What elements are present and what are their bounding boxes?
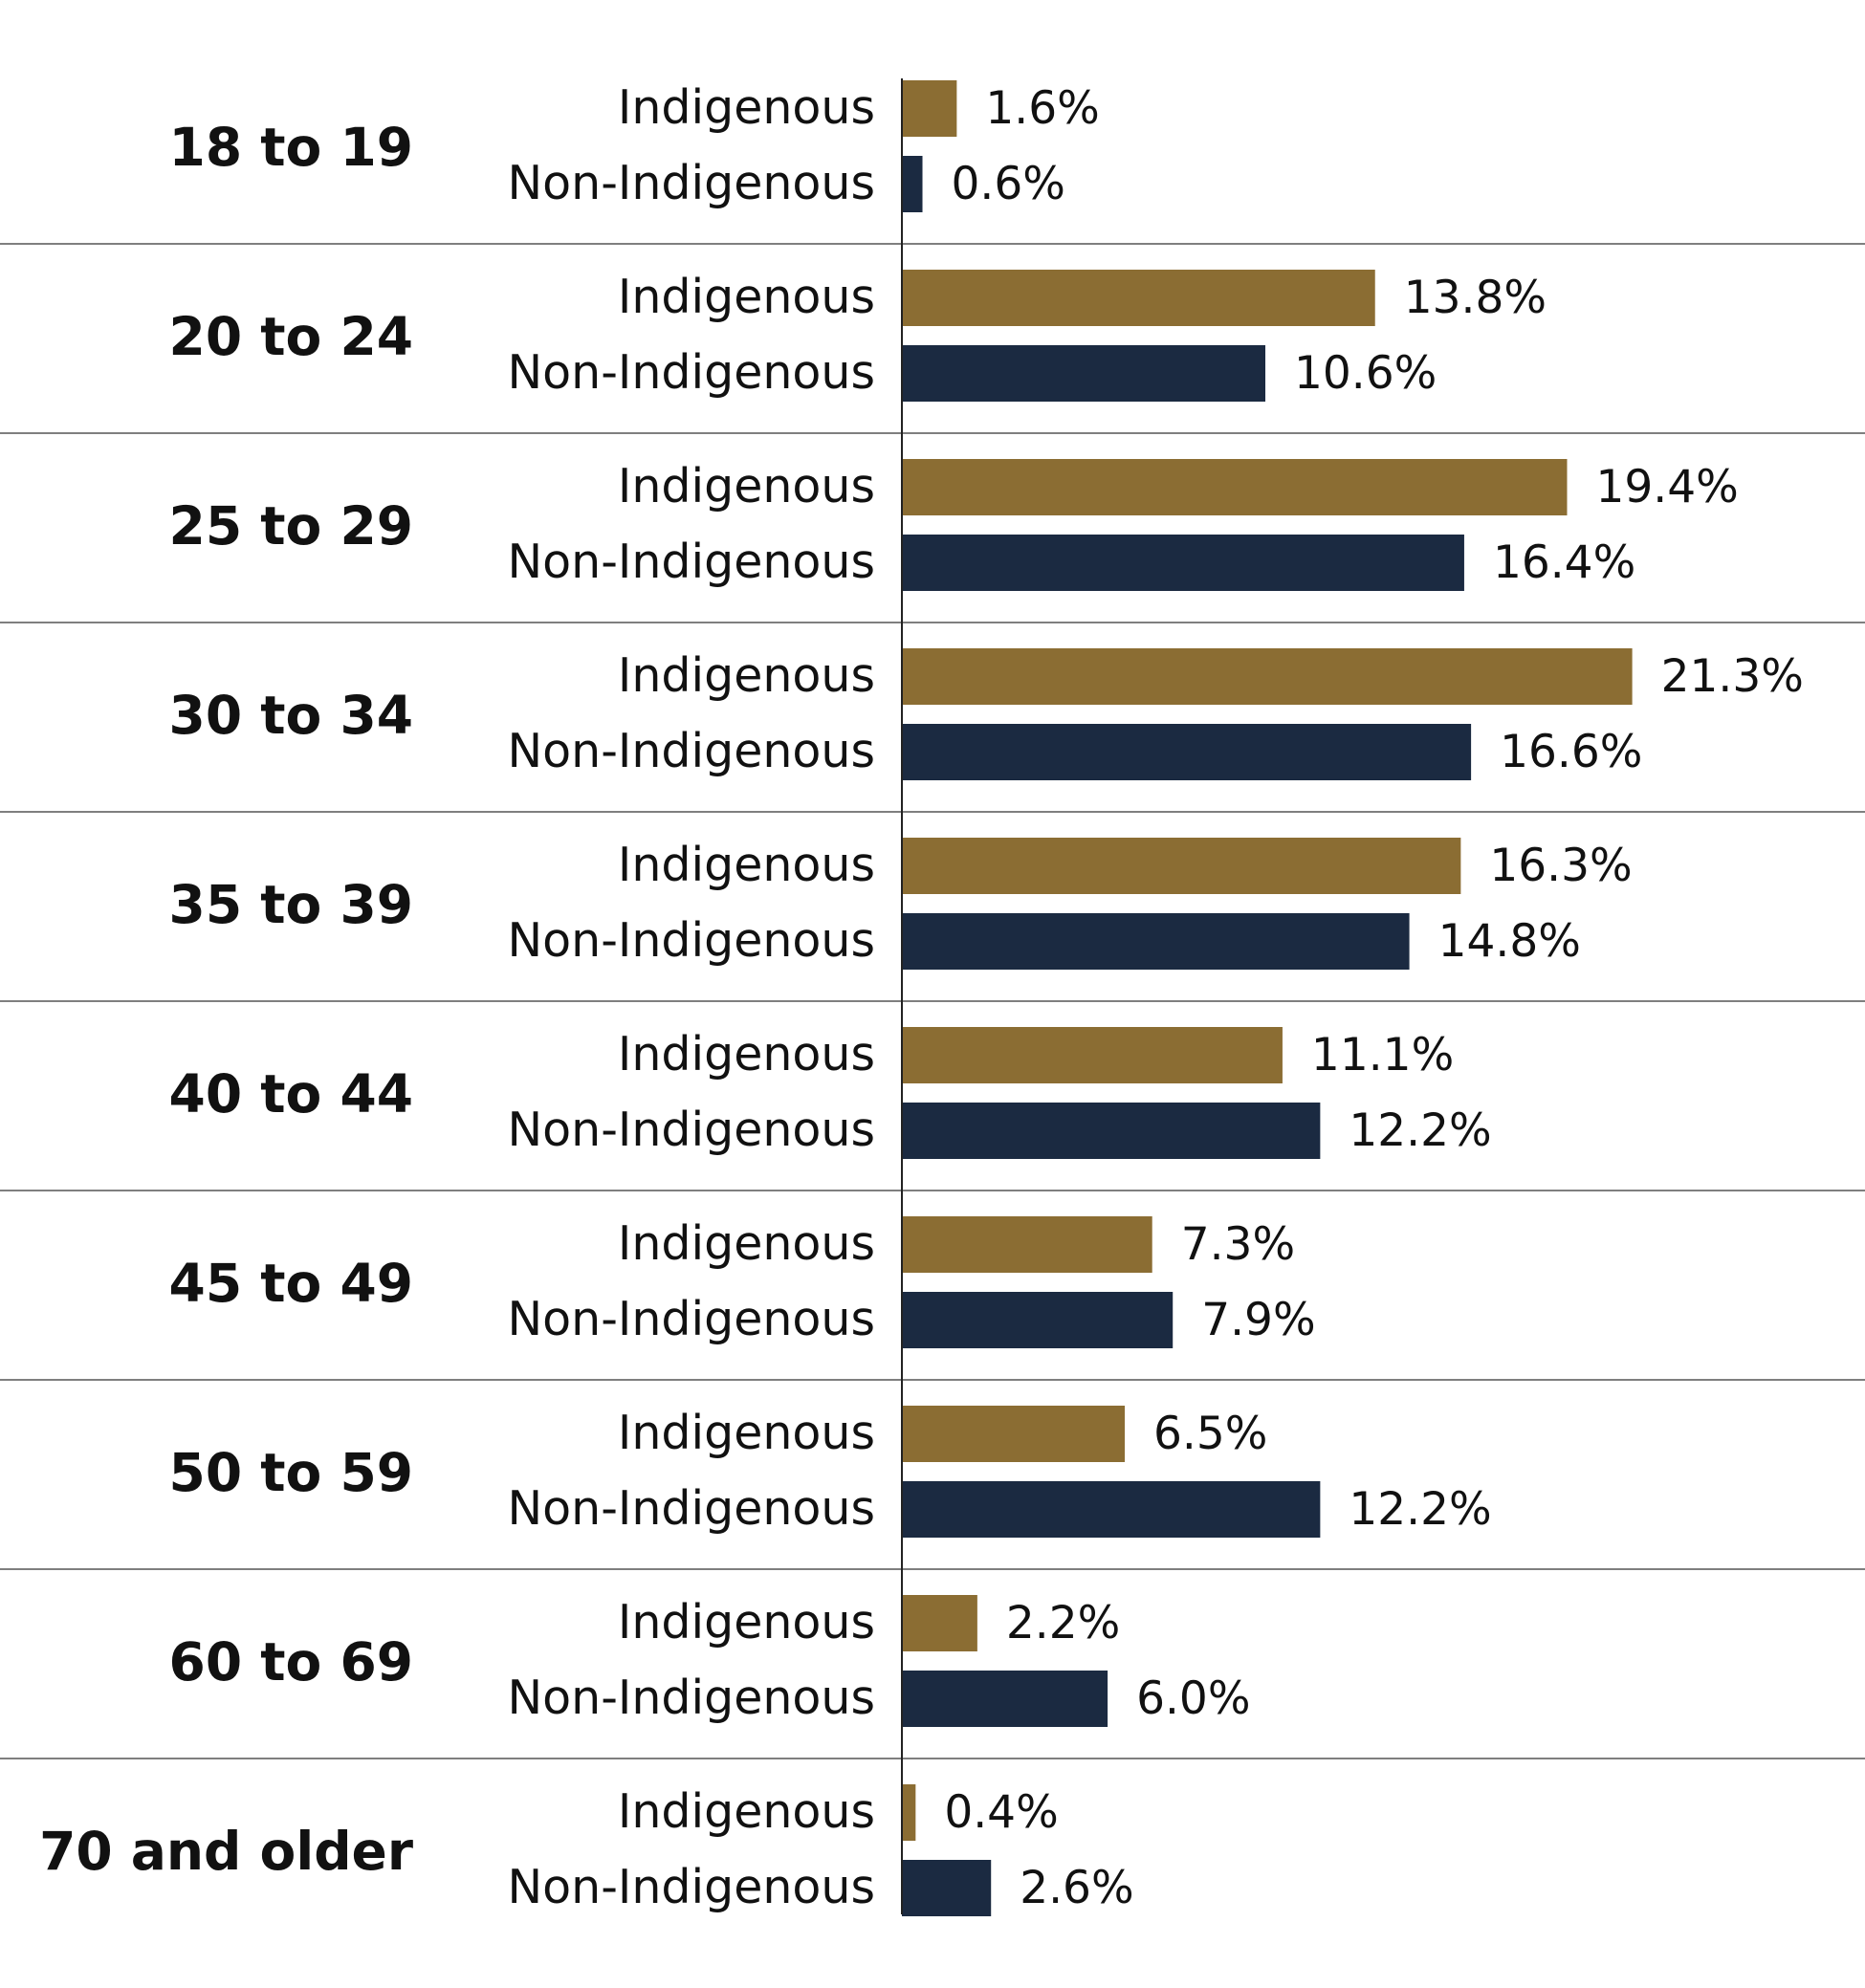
- value-label-indigenous-18-to-19: 1.6%: [985, 82, 1099, 135]
- bar-non-indigenous-50-to-59: [902, 1481, 1321, 1538]
- series-label-non-indigenous: Non-Indigenous: [508, 724, 875, 778]
- bar-indigenous-20-to-24: [902, 270, 1375, 326]
- series-label-non-indigenous: Non-Indigenous: [508, 913, 875, 968]
- category-label-40-to-44: 40 to 44: [169, 1063, 413, 1125]
- bar-non-indigenous-35-to-39: [902, 913, 1410, 970]
- series-label-indigenous: Indigenous: [618, 270, 875, 324]
- series-label-non-indigenous: Non-Indigenous: [508, 1103, 875, 1157]
- bar-indigenous-25-to-29: [902, 459, 1568, 515]
- bar-indigenous-60-to-69: [902, 1595, 977, 1651]
- bar-non-indigenous-70-and-older: [902, 1860, 992, 1916]
- category-label-70-and-older: 70 and older: [39, 1821, 413, 1882]
- value-label-non-indigenous-20-to-24: 10.6%: [1294, 347, 1437, 400]
- bar-non-indigenous-30-to-34: [902, 724, 1472, 780]
- series-label-non-indigenous: Non-Indigenous: [508, 1671, 875, 1725]
- bar-indigenous-70-and-older: [902, 1784, 916, 1841]
- bar-indigenous-40-to-44: [902, 1027, 1283, 1083]
- value-label-indigenous-20-to-24: 13.8%: [1404, 272, 1547, 324]
- value-label-non-indigenous-60-to-69: 6.0%: [1136, 1672, 1250, 1725]
- bar-non-indigenous-45-to-49: [902, 1292, 1174, 1348]
- value-label-non-indigenous-50-to-59: 12.2%: [1349, 1483, 1491, 1536]
- category-label-30-to-34: 30 to 34: [169, 685, 413, 746]
- series-label-indigenous: Indigenous: [618, 1784, 875, 1839]
- value-label-non-indigenous-70-and-older: 2.6%: [1020, 1862, 1133, 1914]
- value-label-non-indigenous-25-to-29: 16.4%: [1493, 536, 1635, 589]
- value-label-indigenous-40-to-44: 11.1%: [1311, 1029, 1454, 1081]
- bar-indigenous-50-to-59: [902, 1406, 1126, 1462]
- series-label-non-indigenous: Non-Indigenous: [508, 535, 875, 589]
- bar-non-indigenous-20-to-24: [902, 345, 1266, 402]
- bar-indigenous-18-to-19: [902, 80, 957, 137]
- bar-non-indigenous-40-to-44: [902, 1103, 1321, 1159]
- value-label-non-indigenous-35-to-39: 14.8%: [1438, 915, 1581, 968]
- series-label-non-indigenous: Non-Indigenous: [508, 156, 875, 210]
- group-separators: [0, 243, 1865, 1759]
- series-label-indigenous: Indigenous: [618, 648, 875, 703]
- category-label-18-to-19: 18 to 19: [169, 117, 413, 178]
- series-label-non-indigenous: Non-Indigenous: [508, 1481, 875, 1536]
- bar-non-indigenous-18-to-19: [902, 156, 923, 212]
- series-label-indigenous: Indigenous: [618, 1406, 875, 1460]
- category-label-35-to-39: 35 to 39: [169, 874, 413, 935]
- series-label-non-indigenous: Non-Indigenous: [508, 1292, 875, 1346]
- series-label-non-indigenous: Non-Indigenous: [508, 1860, 875, 1914]
- value-label-indigenous-30-to-34: 21.3%: [1661, 650, 1804, 703]
- value-label-non-indigenous-30-to-34: 16.6%: [1500, 726, 1642, 778]
- series-label-indigenous: Indigenous: [618, 459, 875, 513]
- bar-non-indigenous-60-to-69: [902, 1671, 1108, 1727]
- value-label-indigenous-60-to-69: 2.2%: [1006, 1597, 1120, 1649]
- value-label-non-indigenous-45-to-49: 7.9%: [1201, 1294, 1315, 1346]
- bar-indigenous-30-to-34: [902, 648, 1633, 705]
- value-label-indigenous-70-and-older: 0.4%: [944, 1786, 1058, 1839]
- labels-layer: 18 to 19 Indigenous 1.6% Non-Indigenous 0.6%…: [39, 80, 1804, 1914]
- category-label-20-to-24: 20 to 24: [169, 306, 413, 367]
- series-label-non-indigenous: Non-Indigenous: [508, 345, 875, 400]
- series-label-indigenous: Indigenous: [618, 1595, 875, 1649]
- category-label-25-to-29: 25 to 29: [169, 495, 413, 557]
- value-label-indigenous-25-to-29: 19.4%: [1595, 461, 1738, 513]
- bar-indigenous-35-to-39: [902, 838, 1461, 894]
- value-label-indigenous-45-to-49: 7.3%: [1181, 1218, 1295, 1271]
- bar-non-indigenous-25-to-29: [902, 535, 1464, 591]
- bar-indigenous-45-to-49: [902, 1216, 1152, 1273]
- category-label-45-to-49: 45 to 49: [169, 1253, 413, 1314]
- value-label-indigenous-35-to-39: 16.3%: [1489, 840, 1632, 892]
- series-label-indigenous: Indigenous: [618, 1027, 875, 1081]
- value-label-non-indigenous-40-to-44: 12.2%: [1349, 1104, 1491, 1157]
- value-label-indigenous-50-to-59: 6.5%: [1153, 1408, 1267, 1460]
- category-label-60-to-69: 60 to 69: [169, 1631, 413, 1693]
- value-label-non-indigenous-18-to-19: 0.6%: [952, 158, 1065, 210]
- bars-layer: [902, 80, 1633, 1916]
- series-label-indigenous: Indigenous: [618, 80, 875, 135]
- category-label-50-to-59: 50 to 59: [169, 1442, 413, 1503]
- series-label-indigenous: Indigenous: [618, 1216, 875, 1271]
- series-label-indigenous: Indigenous: [618, 838, 875, 892]
